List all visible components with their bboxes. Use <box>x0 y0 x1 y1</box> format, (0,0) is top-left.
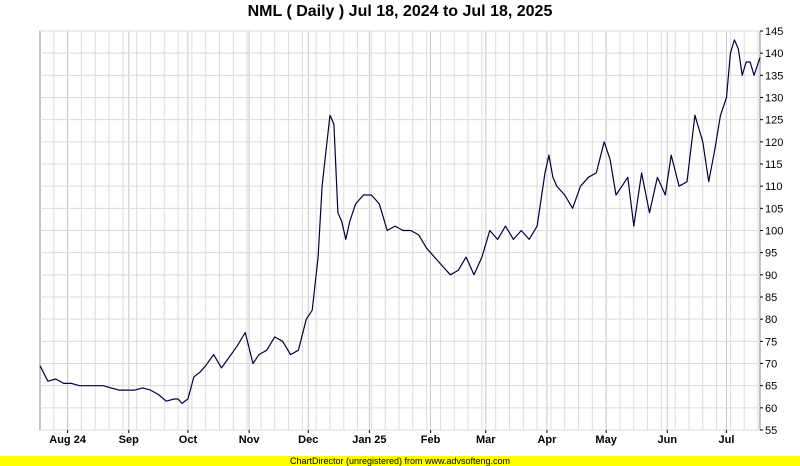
x-tick-label: Jul <box>719 434 735 446</box>
y-axis: 55 60 65 70 75 80 85 90 95 100 105 110 115 120 125 130 1… <box>760 26 783 437</box>
horizontal-gridlines <box>40 30 760 431</box>
x-tick-label: Apr <box>537 434 557 446</box>
x-tick-label: Mar <box>476 434 496 446</box>
y-tick-label: 125 <box>765 115 783 127</box>
y-tick-label: 60 <box>765 403 777 415</box>
x-axis: Aug 24 Sep Oct Nov Dec Jan 25 Feb Mar Apr May Jun J… <box>49 430 734 446</box>
footer-bar: ChartDirector (unregistered) from www.ad… <box>0 456 800 466</box>
x-tick-label: Oct <box>179 434 198 446</box>
y-tick-label: 100 <box>765 226 783 238</box>
y-tick-label: 55 <box>765 425 777 437</box>
chart-title: NML ( Daily ) Jul 18, 2024 to Jul 18, 20… <box>247 3 553 20</box>
x-tick-label: May <box>595 434 617 446</box>
y-tick-label: 105 <box>765 203 783 215</box>
y-tick-label: 95 <box>765 248 777 260</box>
y-tick-label: 75 <box>765 336 777 348</box>
x-tick-label: Dec <box>298 434 318 446</box>
y-tick-label: 90 <box>765 270 777 282</box>
y-tick-label: 145 <box>765 26 783 38</box>
y-tick-label: 130 <box>765 93 783 105</box>
x-tick-label: Aug 24 <box>49 434 87 446</box>
y-tick-label: 80 <box>765 314 777 326</box>
x-tick-label: Jan 25 <box>352 434 386 446</box>
y-tick-label: 85 <box>765 292 777 304</box>
price-line <box>39 39 761 404</box>
series-layer <box>39 39 761 404</box>
y-tick-label: 120 <box>765 137 783 149</box>
x-tick-label: Feb <box>421 434 441 446</box>
y-tick-label: 70 <box>765 359 777 371</box>
x-tick-label: Jun <box>658 434 678 446</box>
y-tick-label: 135 <box>765 70 783 82</box>
y-tick-label: 115 <box>765 159 783 171</box>
y-tick-label: 65 <box>765 381 777 393</box>
x-tick-label: Nov <box>239 434 261 446</box>
x-tick-label: Sep <box>119 434 139 446</box>
y-tick-label: 140 <box>765 48 783 60</box>
y-tick-label: 110 <box>765 181 783 193</box>
footer-text: ChartDirector (unregistered) from www.ad… <box>289 456 511 466</box>
